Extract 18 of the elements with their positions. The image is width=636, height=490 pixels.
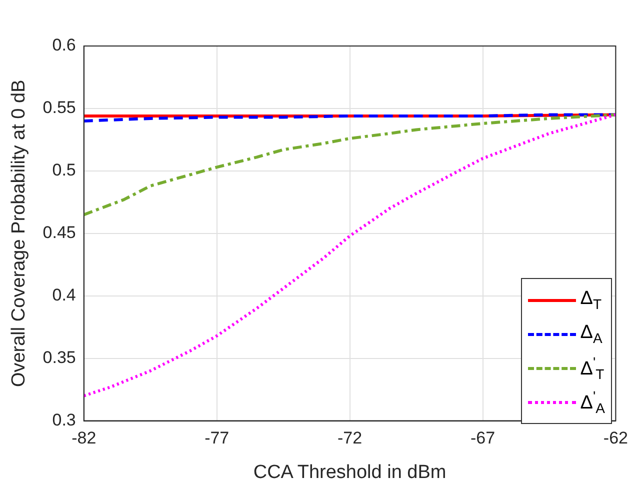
x-tick-label: -62 [603, 428, 628, 448]
y-tick-label: 0.3 [52, 410, 76, 430]
line-series [84, 113, 616, 216]
y-tick-label: 0.35 [42, 348, 76, 368]
y-tick-label: 0.6 [52, 36, 76, 55]
y-tick-label: 0.55 [42, 98, 76, 118]
x-tick-label: -77 [204, 428, 230, 448]
x-tick-label: -67 [470, 428, 496, 448]
legend-label: Δ$_{T}$ [580, 288, 602, 312]
line-series [84, 113, 616, 122]
y-tick-label: 0.4 [52, 286, 76, 305]
legend-label: Δ$_{A}$ [580, 322, 602, 346]
y-tick-label: 0.5 [52, 160, 76, 180]
x-axis-title: CCA Threshold in dBm [253, 462, 446, 483]
x-tick-label: -82 [72, 428, 96, 448]
y-tick-label: 0.45 [42, 223, 76, 242]
x-tick-label: -72 [338, 428, 362, 448]
y-axis-title: Overall Coverage Probability at 0 dB [8, 80, 30, 388]
